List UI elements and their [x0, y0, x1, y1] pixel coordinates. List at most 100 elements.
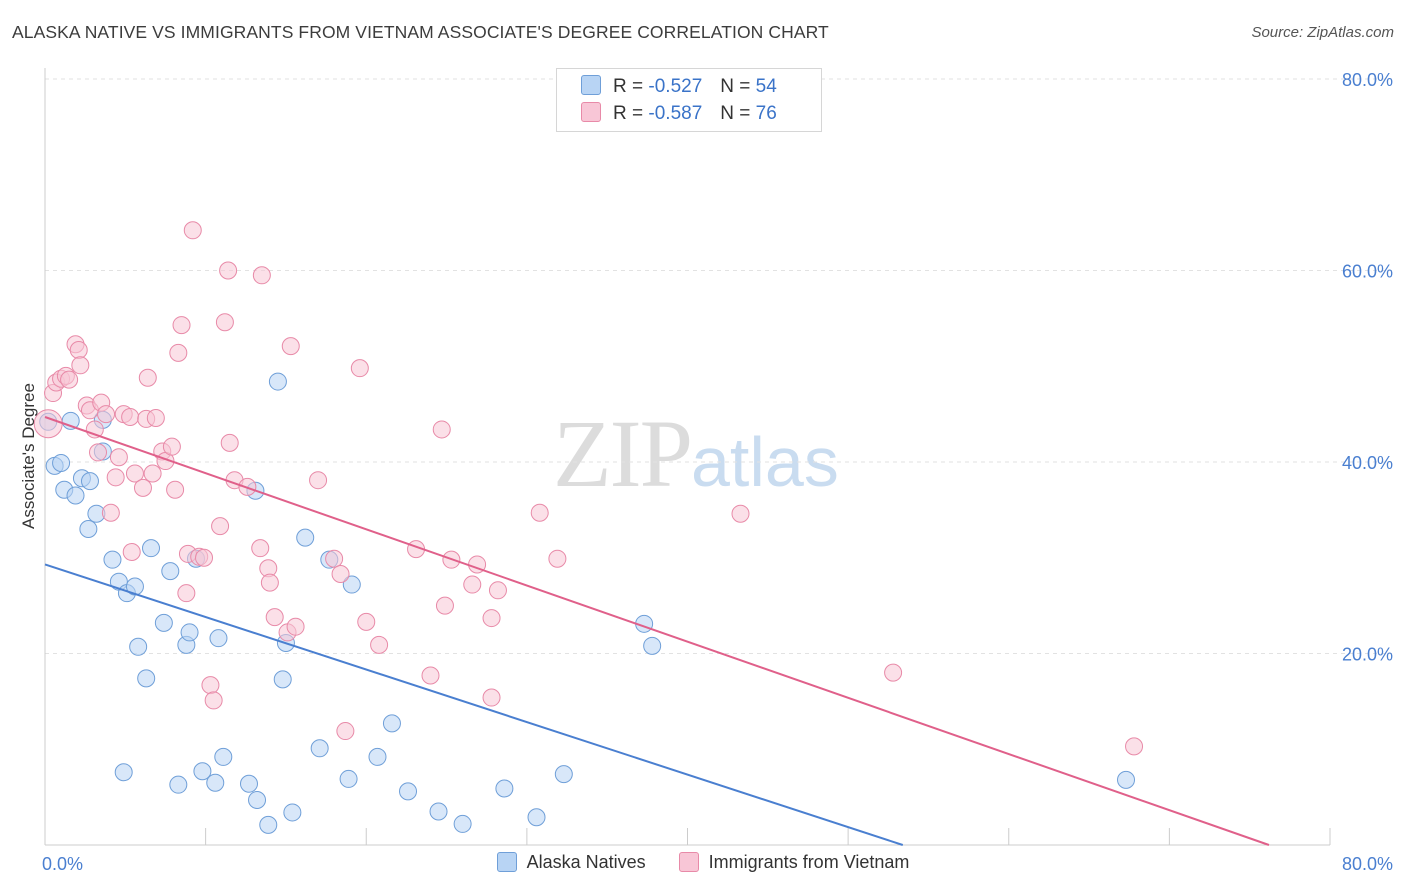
data-point: [162, 437, 181, 456]
data-point: [239, 774, 258, 793]
grid-lines: [45, 78, 1392, 654]
trend-lines: [44, 416, 1270, 846]
legend-n-value: 54: [755, 76, 777, 97]
data-point: [114, 763, 133, 782]
legend-row-vietnam: R = -0.587 N = 76: [581, 102, 777, 128]
data-point: [133, 478, 152, 497]
legend-r-value: -0.587: [648, 103, 703, 124]
data-point: [1125, 737, 1144, 756]
data-point: [137, 669, 156, 688]
data-point: [52, 453, 71, 472]
legend-n-value: 76: [755, 103, 777, 124]
data-point: [296, 528, 315, 547]
data-point: [154, 613, 173, 632]
data-point: [339, 769, 358, 788]
data-point: [325, 549, 344, 568]
data-point: [125, 577, 144, 596]
data-point: [554, 765, 573, 784]
data-point: [429, 802, 448, 821]
data-point: [121, 407, 140, 426]
y-tick-label: 80.0%: [1342, 70, 1393, 90]
data-point: [97, 405, 116, 424]
data-point: [286, 617, 305, 636]
data-point: [495, 779, 514, 798]
data-point: [161, 562, 180, 581]
legend-n-label: N =: [720, 76, 751, 97]
data-point: [172, 316, 191, 335]
data-point: [215, 313, 234, 332]
data-point: [220, 433, 239, 452]
data-point: [273, 670, 292, 689]
data-point: [350, 359, 369, 378]
data-point: [281, 337, 300, 356]
axes: [44, 68, 1330, 846]
data-point: [530, 503, 549, 522]
data-point: [143, 464, 162, 483]
legend-r-label: R =: [613, 76, 644, 97]
data-point: [331, 565, 350, 584]
data-point: [80, 472, 99, 491]
data-point: [166, 480, 185, 499]
data-point: [482, 688, 501, 707]
data-point: [251, 539, 270, 558]
data-point: [432, 420, 451, 439]
data-point: [138, 368, 157, 387]
data-point: [193, 762, 212, 781]
series-immigrants-from-vietnam: [33, 221, 1144, 756]
data-point: [60, 370, 79, 389]
data-point: [79, 520, 98, 539]
legend-item-alaska-natives: Alaska Natives: [496, 852, 646, 873]
watermark-zip: ZIP: [553, 400, 693, 507]
x-tick-label: 80.0%: [1342, 854, 1393, 874]
data-point: [309, 471, 328, 490]
y-tick-label: 40.0%: [1342, 453, 1393, 473]
data-point: [259, 815, 278, 834]
data-point: [206, 773, 225, 792]
data-point: [283, 803, 302, 822]
data-point: [399, 782, 418, 801]
y-tick-label: 60.0%: [1342, 262, 1393, 282]
data-point: [1117, 770, 1136, 789]
series-legend: Alaska Natives Immigrants from Vietnam: [0, 852, 1406, 873]
data-point: [643, 636, 662, 655]
data-point: [106, 468, 125, 487]
series-alaska-natives: [39, 372, 1136, 834]
data-point: [463, 575, 482, 594]
legend-label-immigrants-from-vietnam: Immigrants from Vietnam: [708, 852, 910, 872]
tick-labels: 20.0% 40.0% 60.0% 80.0% 0.0% 80.0%: [42, 70, 1393, 874]
data-point: [435, 596, 454, 615]
data-point: [453, 814, 472, 833]
data-point: [211, 517, 230, 536]
data-point: [268, 372, 287, 391]
data-point: [731, 504, 750, 523]
data-point: [169, 775, 188, 794]
data-point: [146, 408, 165, 427]
legend-swatch-blue: [496, 852, 517, 872]
data-point: [33, 409, 63, 439]
data-point: [336, 722, 355, 741]
data-point: [66, 486, 85, 505]
data-point: [195, 548, 214, 567]
trend-line-vietnam: [44, 416, 1270, 846]
data-point: [214, 747, 233, 766]
chart-title: ALASKA NATIVE VS IMMIGRANTS FROM VIETNAM…: [12, 22, 829, 42]
data-point: [109, 448, 128, 467]
x-tick-label: 0.0%: [42, 854, 83, 874]
x-tick-marks: [205, 828, 1331, 845]
legend-item-immigrants-from-vietnam: Immigrants from Vietnam: [678, 852, 910, 873]
data-point: [421, 666, 440, 685]
data-point: [310, 739, 329, 758]
legend-n-label: N =: [720, 103, 751, 124]
data-point: [142, 539, 161, 558]
data-point: [129, 637, 148, 656]
data-point: [177, 584, 196, 603]
data-point: [219, 261, 238, 280]
legend-r-value: -0.527: [648, 76, 703, 97]
data-point: [180, 623, 199, 642]
data-point: [488, 581, 507, 600]
data-point: [89, 443, 108, 462]
data-point: [103, 550, 122, 569]
data-point: [248, 790, 267, 809]
data-point: [884, 663, 903, 682]
data-point: [252, 266, 271, 285]
